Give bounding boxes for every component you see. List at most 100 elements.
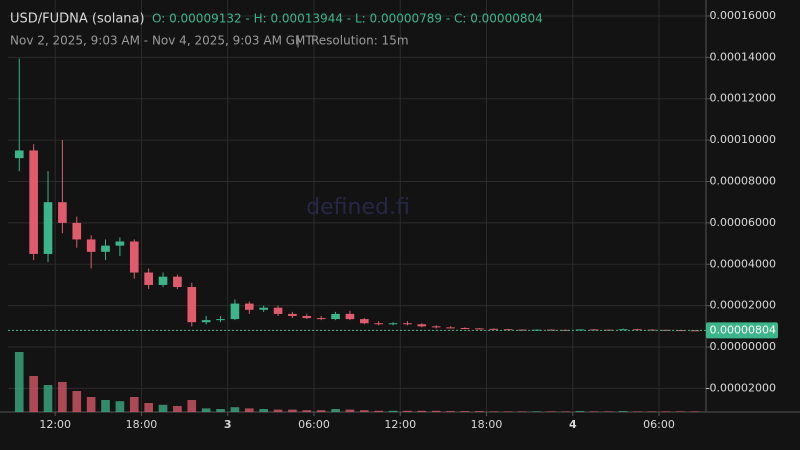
volume-bar — [72, 391, 82, 412]
y-tick-label: 0.00006000 — [710, 216, 776, 229]
x-tick-label: 4 — [569, 418, 577, 431]
candle-body — [633, 329, 642, 331]
volume-bar — [129, 397, 139, 412]
volume-bar — [29, 376, 38, 412]
candle-body — [187, 287, 197, 323]
y-tick-label: 0.00010000 — [710, 133, 776, 146]
volume-bar — [690, 411, 700, 412]
candle-body — [590, 329, 599, 331]
x-tick-label: 3 — [224, 418, 232, 431]
volume-bar — [173, 406, 182, 412]
candle-body — [86, 239, 96, 252]
volume-bar — [676, 411, 685, 412]
candle-body — [230, 303, 240, 320]
volume-bar — [201, 408, 211, 412]
volume-bar — [101, 400, 110, 412]
candle-body — [144, 272, 153, 285]
last-price-box — [706, 322, 778, 339]
volume-bar — [489, 411, 499, 412]
volume-bar — [374, 410, 383, 412]
volume-bar — [288, 409, 297, 412]
candle-body — [546, 329, 556, 331]
volume-bar — [359, 410, 369, 412]
volume-bar — [475, 411, 484, 412]
y-tick-label: 0.00002000 — [710, 299, 776, 312]
x-tick-label: 06:00 — [298, 418, 330, 431]
candle-body — [316, 318, 326, 320]
candle-body — [388, 323, 398, 325]
volume-bar — [187, 400, 197, 412]
separator: | — [296, 34, 300, 48]
volume-bar — [216, 409, 225, 412]
x-tick-label: 06:00 — [643, 418, 675, 431]
volume-bar — [43, 385, 53, 412]
watermark: defined.fi — [306, 195, 410, 220]
volume-bar — [561, 411, 570, 412]
x-tick-label: 12:00 — [39, 418, 71, 431]
volume-bar — [345, 409, 355, 412]
volume-bar — [532, 411, 542, 412]
candle-body — [244, 303, 254, 310]
candle-body — [273, 307, 283, 314]
candle-body — [647, 329, 657, 331]
volume-bar — [460, 411, 470, 412]
y-tick-label: 0.00000000 — [710, 340, 776, 353]
y-tick-label: 0.00012000 — [710, 92, 776, 105]
candle-body — [14, 150, 24, 159]
candle-body — [618, 329, 628, 331]
candle-body — [417, 324, 427, 327]
y-tick-label: 0.00004000 — [710, 257, 776, 270]
candle-body — [575, 329, 585, 331]
x-tick-label: 12:00 — [384, 418, 416, 431]
volume-bar — [58, 382, 67, 412]
candle-body — [216, 319, 225, 321]
volume-bar — [115, 401, 125, 412]
volume-bar — [417, 410, 427, 412]
volume-bar — [633, 411, 642, 412]
candle-body — [331, 313, 340, 320]
candle-body — [259, 307, 268, 310]
candle-body — [115, 241, 125, 246]
volume-bar — [331, 409, 340, 412]
candle-body — [690, 330, 700, 332]
volume-bar — [86, 397, 96, 412]
candle-body — [58, 202, 67, 223]
volume-bar — [316, 410, 326, 412]
volume-bar — [503, 411, 513, 412]
volume-bar — [590, 411, 599, 412]
volume-bar — [604, 411, 614, 412]
candle-body — [302, 315, 312, 319]
y-tick-label: 0.00008000 — [710, 174, 776, 187]
volume-bar — [302, 410, 312, 412]
resolution: Resolution: 15m — [311, 34, 409, 48]
subtitle: Nov 2, 2025, 9:03 AM - Nov 4, 2025, 9:03… — [10, 34, 313, 48]
candle-body — [288, 313, 297, 316]
candle-body — [374, 323, 383, 325]
chart-title: USD/FUDNA (solana) — [10, 12, 145, 27]
volume-bar — [273, 409, 283, 412]
x-tick-label: 18:00 — [471, 418, 503, 431]
volume-bar — [244, 408, 254, 412]
candle-body — [129, 241, 139, 273]
candle-body — [173, 276, 182, 288]
volume-bar — [388, 410, 398, 412]
candle-body — [446, 327, 455, 329]
candle-body — [431, 326, 441, 328]
volume-bar — [647, 411, 657, 412]
y-tick-label: -0.00002000 — [706, 381, 776, 394]
volume-bar — [431, 410, 441, 412]
candle-body — [201, 320, 211, 323]
candle-body — [29, 150, 38, 254]
candle-body — [489, 328, 499, 330]
volume-bar — [518, 411, 527, 412]
candle-body — [403, 323, 412, 325]
candle-body — [158, 276, 168, 285]
volume-bar — [14, 352, 24, 412]
volume-bar — [144, 403, 153, 412]
volume-bar — [230, 407, 240, 412]
volume-bar — [661, 411, 671, 412]
candle-body — [518, 329, 527, 331]
x-tick-label: 18:00 — [126, 418, 158, 431]
candle-body — [101, 245, 110, 252]
volume-bar — [618, 411, 628, 412]
